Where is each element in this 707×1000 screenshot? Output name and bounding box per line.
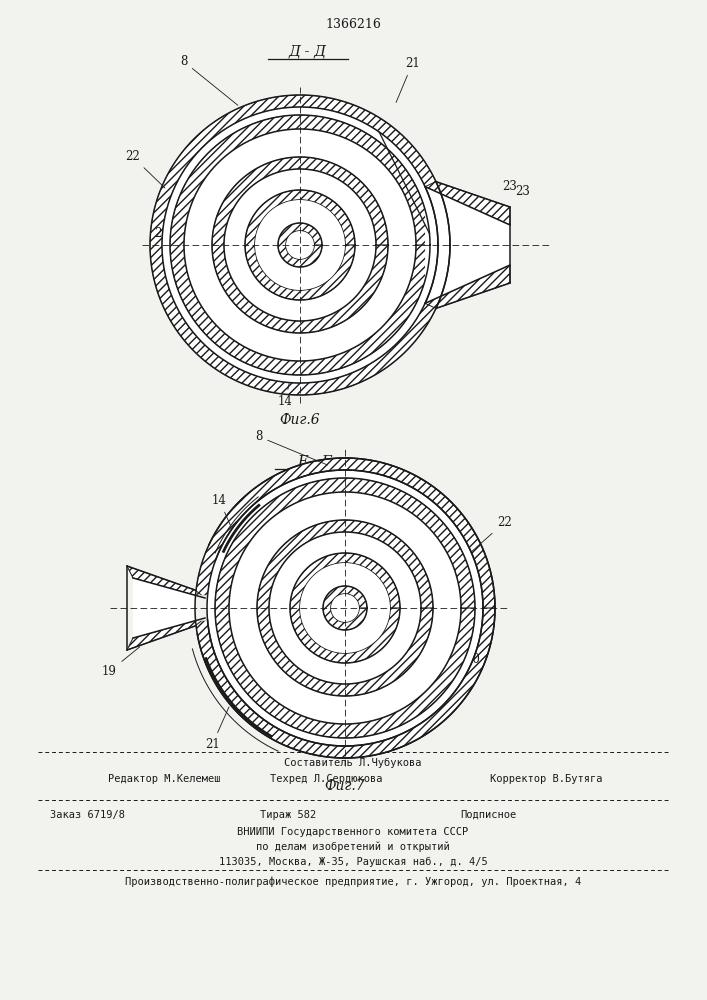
Circle shape <box>229 492 461 724</box>
Text: Производственно-полиграфическое предприятие, г. Ужгород, ул. Проектная, 4: Производственно-полиграфическое предприя… <box>125 877 581 887</box>
Text: 25: 25 <box>217 302 255 336</box>
Circle shape <box>207 470 483 746</box>
Polygon shape <box>245 190 355 300</box>
Polygon shape <box>127 618 205 650</box>
Circle shape <box>190 453 500 763</box>
Text: 14: 14 <box>278 382 293 408</box>
Polygon shape <box>170 115 430 375</box>
Text: 22: 22 <box>472 516 512 551</box>
Text: 8: 8 <box>180 55 238 105</box>
Text: Составитель Л.Чубукова: Составитель Л.Чубукова <box>284 758 422 768</box>
Text: 23: 23 <box>502 180 517 193</box>
Circle shape <box>269 532 421 684</box>
Text: Редактор М.Келемеш: Редактор М.Келемеш <box>108 774 221 784</box>
Text: 20: 20 <box>154 227 207 240</box>
Text: 8: 8 <box>255 430 327 465</box>
Text: Фиг.6: Фиг.6 <box>280 413 320 427</box>
Text: 20: 20 <box>433 639 480 666</box>
Text: Техред Л.Сердюкова: Техред Л.Сердюкова <box>270 774 382 784</box>
Polygon shape <box>425 182 510 225</box>
Polygon shape <box>215 478 475 738</box>
Text: 22: 22 <box>125 150 165 188</box>
Circle shape <box>300 563 390 653</box>
Text: 25: 25 <box>395 558 443 591</box>
Polygon shape <box>127 566 205 598</box>
Circle shape <box>224 169 376 321</box>
Circle shape <box>150 95 450 395</box>
Polygon shape <box>290 553 400 663</box>
Circle shape <box>255 200 345 290</box>
Text: 24: 24 <box>400 543 455 579</box>
Text: 14: 14 <box>212 494 231 526</box>
Text: 21: 21 <box>396 57 420 102</box>
Text: Корректор В.Бутяга: Корректор В.Бутяга <box>490 774 602 784</box>
Polygon shape <box>212 157 388 333</box>
Circle shape <box>184 129 416 361</box>
Circle shape <box>162 107 438 383</box>
Text: Е - Е: Е - Е <box>297 455 333 469</box>
Text: 23: 23 <box>515 185 530 198</box>
Polygon shape <box>323 586 367 630</box>
Polygon shape <box>133 578 205 638</box>
Text: 24: 24 <box>203 288 247 318</box>
Text: Подписное: Подписное <box>460 810 516 820</box>
Text: по делам изобретений и открытий: по делам изобретений и открытий <box>256 842 450 852</box>
Polygon shape <box>278 223 322 267</box>
Text: 19: 19 <box>102 647 140 678</box>
Polygon shape <box>425 187 510 303</box>
Text: 113035, Москва, Ж-35, Раушская наб., д. 4/5: 113035, Москва, Ж-35, Раушская наб., д. … <box>218 857 487 867</box>
Circle shape <box>331 594 359 622</box>
Text: 21: 21 <box>205 707 229 751</box>
Text: 1366216: 1366216 <box>325 18 381 31</box>
Text: Фиг.7: Фиг.7 <box>325 779 366 793</box>
Text: Тираж 582: Тираж 582 <box>260 810 316 820</box>
Circle shape <box>145 90 455 400</box>
Circle shape <box>286 231 314 259</box>
Polygon shape <box>195 595 208 621</box>
Text: ВНИИПИ Государственного комитета СССР: ВНИИПИ Государственного комитета СССР <box>238 827 469 837</box>
Polygon shape <box>257 520 433 696</box>
Polygon shape <box>195 458 495 758</box>
Text: Заказ 6719/8: Заказ 6719/8 <box>50 810 125 820</box>
Polygon shape <box>425 265 510 308</box>
Text: Д - Д: Д - Д <box>289 45 327 59</box>
Circle shape <box>195 458 495 758</box>
Polygon shape <box>150 95 450 395</box>
